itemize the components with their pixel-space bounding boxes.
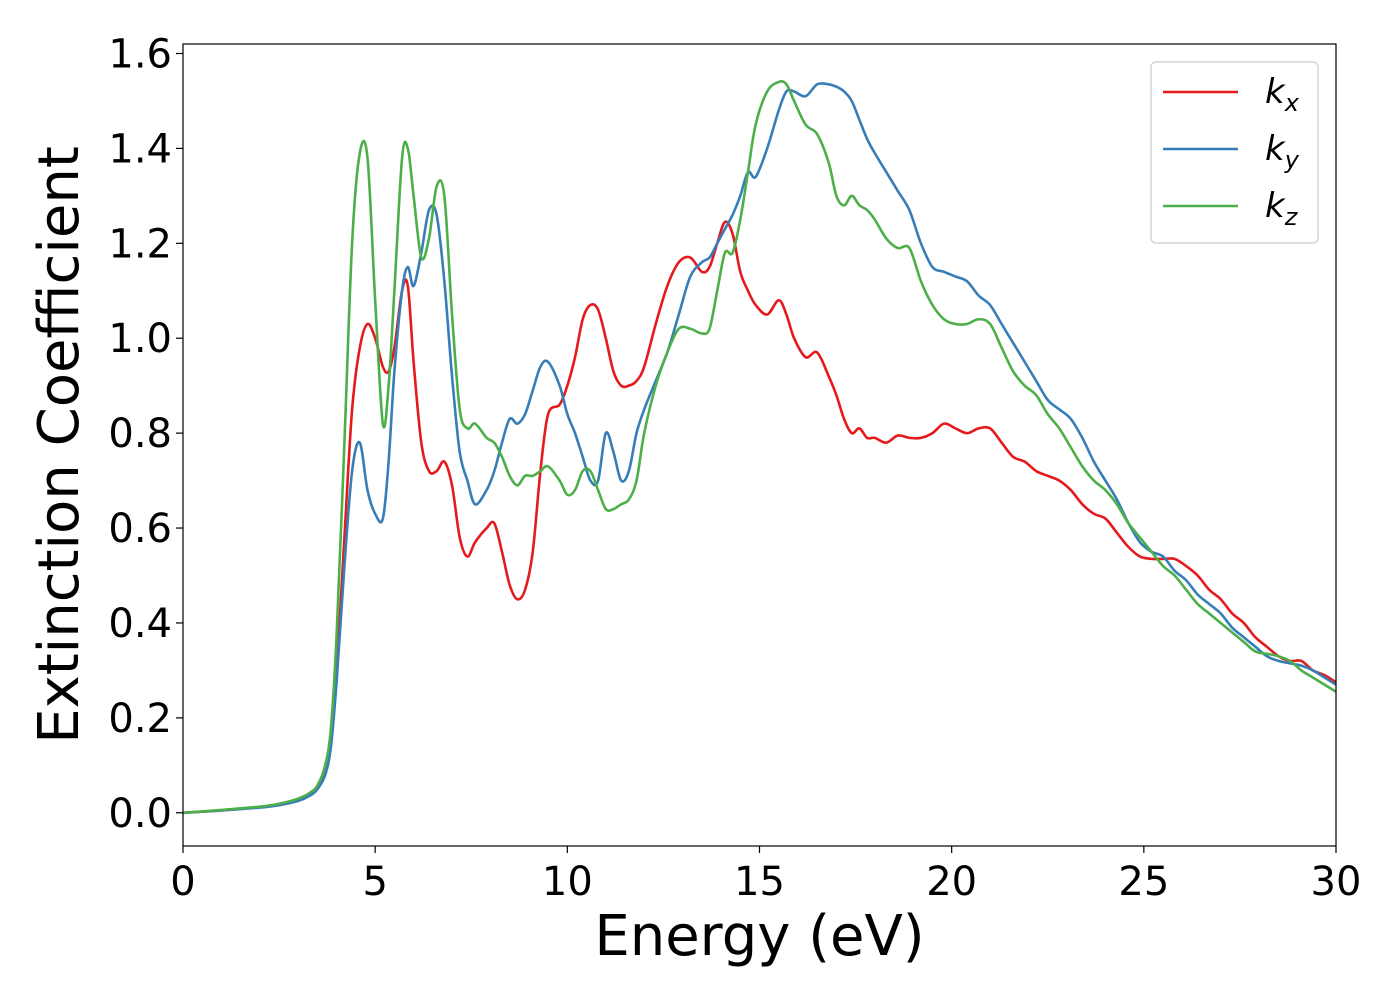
- legend-label-kz: kz: [1265, 186, 1299, 231]
- x-tick-label: 0: [170, 859, 195, 905]
- x-tick-label: 5: [362, 859, 387, 905]
- y-tick-label: 0.0: [108, 791, 172, 837]
- x-tick-label: 30: [1311, 859, 1362, 905]
- x-axis-title: Energy (eV): [594, 904, 924, 969]
- series-line-kz: [183, 80, 1336, 815]
- x-axis-ticks: 0 5 10 15 20 25 30: [170, 846, 1361, 905]
- x-tick-label: 20: [926, 859, 977, 905]
- y-tick-label: 0.4: [108, 601, 172, 647]
- legend: kx ky kz: [1150, 61, 1319, 244]
- y-axis-title: Extinction Coefficient: [27, 146, 92, 744]
- legend-label-kx: kx: [1265, 72, 1300, 117]
- x-tick-label: 10: [542, 859, 593, 905]
- legend-label-ky: ky: [1265, 129, 1300, 174]
- y-tick-label: 0.8: [108, 411, 172, 457]
- y-tick-label: 1.0: [108, 316, 172, 362]
- y-tick-label: 1.6: [108, 31, 172, 77]
- y-tick-label: 1.4: [108, 126, 172, 172]
- y-axis-ticks: 0.0 0.2 0.4 0.6 0.8 1.0 1.2 1.4 1.6: [108, 31, 183, 837]
- x-tick-label: 25: [1118, 859, 1169, 905]
- x-tick-label: 15: [734, 859, 785, 905]
- series-line-ky: [183, 82, 1336, 815]
- legend-frame: [1150, 61, 1319, 244]
- y-tick-label: 1.2: [108, 221, 172, 267]
- series-lines: [183, 80, 1336, 815]
- y-tick-label: 0.2: [108, 696, 172, 742]
- y-tick-label: 0.6: [108, 506, 172, 552]
